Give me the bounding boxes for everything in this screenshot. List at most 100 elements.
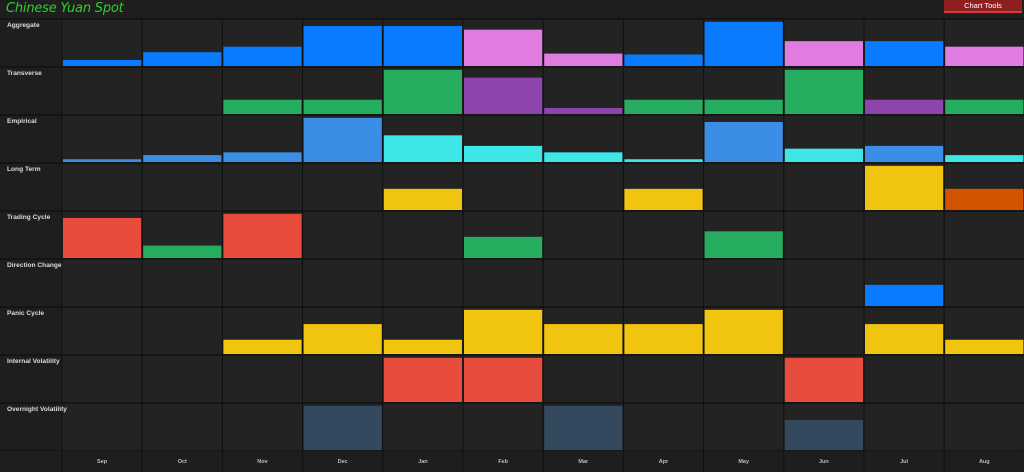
- bar: [223, 152, 302, 162]
- bar: [303, 117, 382, 162]
- row-label: Long Term: [7, 166, 41, 173]
- row-label-cell: [0, 211, 62, 259]
- grid-cell: [302, 162, 384, 212]
- grid-cell: [622, 210, 705, 260]
- grid-cell: [302, 210, 384, 260]
- month-label: Feb: [498, 459, 508, 465]
- bar: [945, 155, 1024, 162]
- chart-tools-button[interactable]: Chart Tools: [944, 0, 1022, 13]
- bar: [624, 324, 703, 354]
- bar: [383, 188, 462, 210]
- bar: [383, 135, 462, 162]
- bar: [945, 339, 1024, 354]
- bar: [223, 99, 302, 114]
- grid-cell: [863, 402, 945, 452]
- bar: [544, 405, 623, 450]
- bar: [464, 236, 543, 258]
- grid-cell: [61, 66, 143, 116]
- month-label: Jan: [418, 459, 428, 465]
- grid-cell: [61, 354, 143, 404]
- bar: [223, 339, 302, 354]
- grid-cell: [542, 258, 624, 308]
- bar: [784, 69, 863, 114]
- grid-cell: [61, 258, 143, 308]
- row-label-cell: [0, 259, 62, 307]
- grid-cell: [61, 18, 143, 68]
- grid-cell: [783, 258, 865, 308]
- bar: [865, 165, 944, 210]
- row-label: Overnight Volatility: [7, 406, 67, 413]
- month-label: Apr: [659, 459, 669, 465]
- row-label-cell: [0, 67, 62, 115]
- grid-cell: [542, 354, 624, 404]
- chart-title: Chinese Yuan Spot: [6, 1, 124, 16]
- month-label: Nov: [257, 459, 268, 465]
- grid-cell: [382, 210, 464, 260]
- bar: [865, 99, 944, 114]
- row-label-cell: [0, 307, 62, 355]
- bar: [784, 357, 863, 402]
- bar: [464, 29, 543, 66]
- bar: [464, 357, 543, 402]
- bar: [303, 324, 382, 354]
- grid-cell: [703, 402, 785, 452]
- bar: [143, 52, 222, 66]
- month-label: May: [738, 459, 750, 465]
- grid-cell: [943, 402, 1024, 452]
- bar: [303, 99, 382, 114]
- bar: [704, 121, 783, 162]
- bar: [865, 145, 944, 162]
- grid-cell: [221, 354, 304, 404]
- month-label: Jul: [900, 459, 908, 465]
- grid-cell: [141, 258, 223, 308]
- grid-cell: [221, 402, 304, 452]
- bar: [383, 69, 462, 114]
- grid-cell: [141, 354, 223, 404]
- grid-cell: [462, 258, 544, 308]
- grid-cell: [622, 114, 705, 164]
- grid-cell: [221, 258, 304, 308]
- bar: [624, 159, 703, 162]
- bar: [464, 77, 543, 114]
- row-label: Direction Change: [7, 262, 62, 269]
- grid-cell: [141, 162, 223, 212]
- bar: [624, 188, 703, 210]
- bar: [704, 309, 783, 354]
- bar: [784, 41, 863, 66]
- bar: [704, 231, 783, 258]
- month-label: Aug: [979, 459, 990, 465]
- grid-cell: [542, 210, 624, 260]
- row-label: Trading Cycle: [7, 214, 51, 221]
- bar: [544, 324, 623, 354]
- bar: [544, 152, 623, 162]
- bar: [624, 54, 703, 66]
- grid-cell: [542, 162, 624, 212]
- grid-cell: [141, 66, 223, 116]
- row-label-cell: [0, 19, 62, 67]
- grid-cell: [703, 162, 785, 212]
- row-label: Aggregate: [7, 22, 40, 29]
- grid-cell: [141, 306, 223, 356]
- row-label-cell: [0, 115, 62, 163]
- month-label: Mar: [578, 459, 589, 465]
- bar: [464, 145, 543, 162]
- bar: [704, 21, 783, 66]
- grid-cell: [382, 258, 464, 308]
- month-label: Oct: [178, 459, 187, 465]
- bar: [63, 60, 142, 66]
- month-axis-band: [0, 451, 1024, 472]
- row-label-cell: [0, 403, 62, 451]
- grid-cell: [622, 258, 705, 308]
- grid-cell: [61, 402, 143, 452]
- grid-cell: [863, 354, 945, 404]
- grid-cell: [703, 258, 785, 308]
- row-label: Panic Cycle: [7, 310, 44, 317]
- row-label: Empirical: [7, 118, 37, 125]
- bar: [865, 284, 944, 306]
- grid-cell: [61, 306, 143, 356]
- month-label: Dec: [338, 459, 348, 465]
- grid-cell: [221, 162, 304, 212]
- bar: [945, 188, 1024, 210]
- grid-cell: [61, 162, 143, 212]
- bar: [945, 46, 1024, 66]
